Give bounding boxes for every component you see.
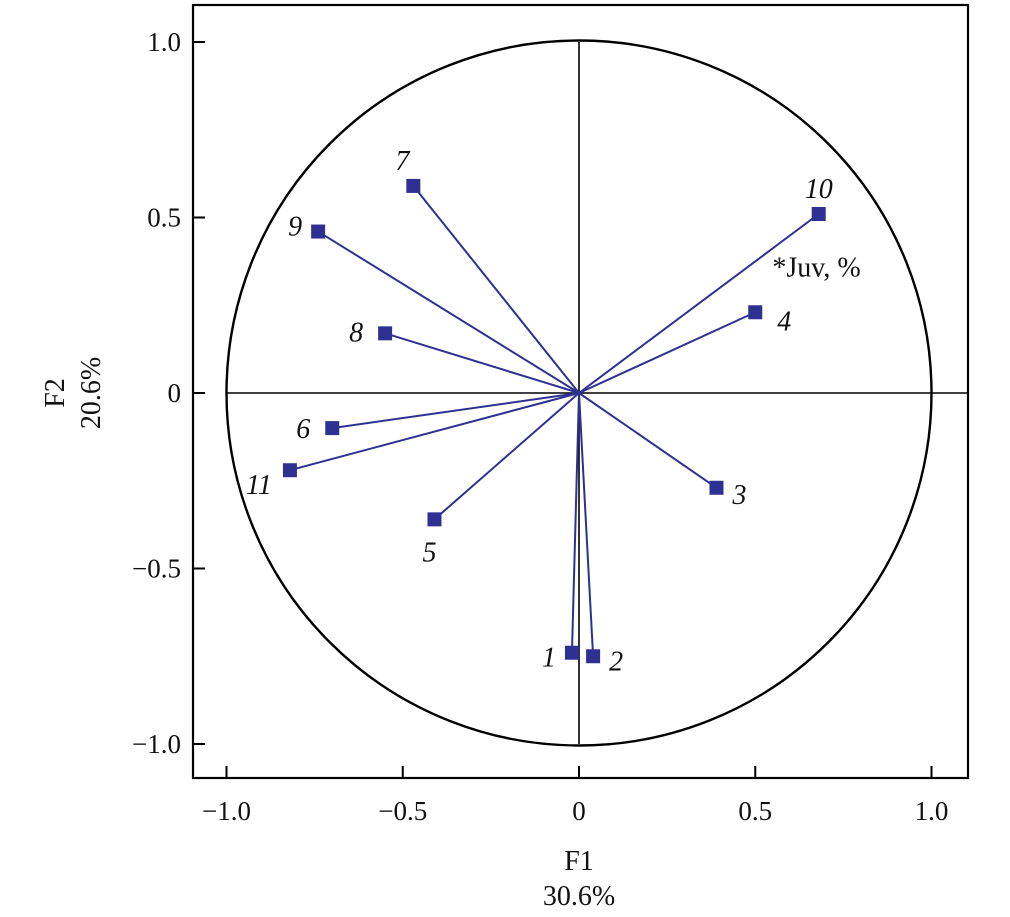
point-label-1: 1 (542, 643, 556, 674)
loading-vector-2 (578, 392, 595, 657)
y-axis-percent: 20.6% (76, 357, 107, 429)
y-tick-label: 0 (168, 378, 182, 408)
point-marker-8 (378, 326, 393, 341)
point-marker-10 (811, 206, 826, 221)
point-marker-5 (427, 512, 442, 527)
point-marker-9 (311, 224, 326, 239)
point-label-7: 7 (395, 146, 410, 177)
point-marker-2 (586, 649, 601, 664)
loading-vector-11 (289, 392, 580, 472)
point-label-5: 5 (422, 537, 436, 568)
y-tick-label: −1.0 (132, 729, 181, 759)
plot-frame (191, 3, 970, 780)
point-label-11: 11 (246, 470, 272, 501)
point-marker-11 (282, 463, 297, 478)
annotation-juv: *Juv, % (772, 253, 860, 284)
loading-vector-9 (317, 230, 580, 394)
loading-vector-7 (412, 185, 580, 394)
y-tick-label: 1.0 (147, 27, 181, 57)
x-axis-percent: 30.6% (543, 881, 615, 912)
x-tick-label: 1.0 (915, 796, 949, 826)
point-label-2: 2 (609, 646, 623, 677)
loading-vector-10 (578, 213, 820, 394)
y-tick-label: −0.5 (132, 554, 181, 584)
x-tick-label: 0.5 (738, 796, 772, 826)
loading-vector-5 (433, 392, 580, 521)
point-marker-6 (325, 421, 340, 436)
point-label-9: 9 (288, 212, 302, 243)
loading-vector-3 (578, 392, 718, 489)
y-axis-title: F2 (40, 378, 71, 408)
y-tick-label: 0.5 (147, 203, 181, 233)
x-tick-label: 0 (572, 796, 586, 826)
point-marker-4 (748, 305, 763, 320)
loading-vector-6 (332, 392, 580, 430)
loading-vector-8 (384, 332, 580, 394)
point-marker-7 (406, 178, 421, 193)
point-marker-3 (709, 480, 724, 495)
x-tick-label: −1.0 (202, 796, 251, 826)
point-label-4: 4 (777, 306, 791, 337)
point-marker-1 (564, 645, 579, 660)
point-label-10: 10 (805, 174, 833, 205)
point-label-6: 6 (296, 414, 310, 445)
loading-vector-1 (570, 392, 580, 653)
x-tick-label: −0.5 (378, 796, 427, 826)
loading-vector-4 (578, 311, 756, 394)
point-label-3: 3 (731, 480, 746, 511)
x-axis-title: F1 (564, 846, 594, 877)
point-label-8: 8 (349, 317, 363, 348)
